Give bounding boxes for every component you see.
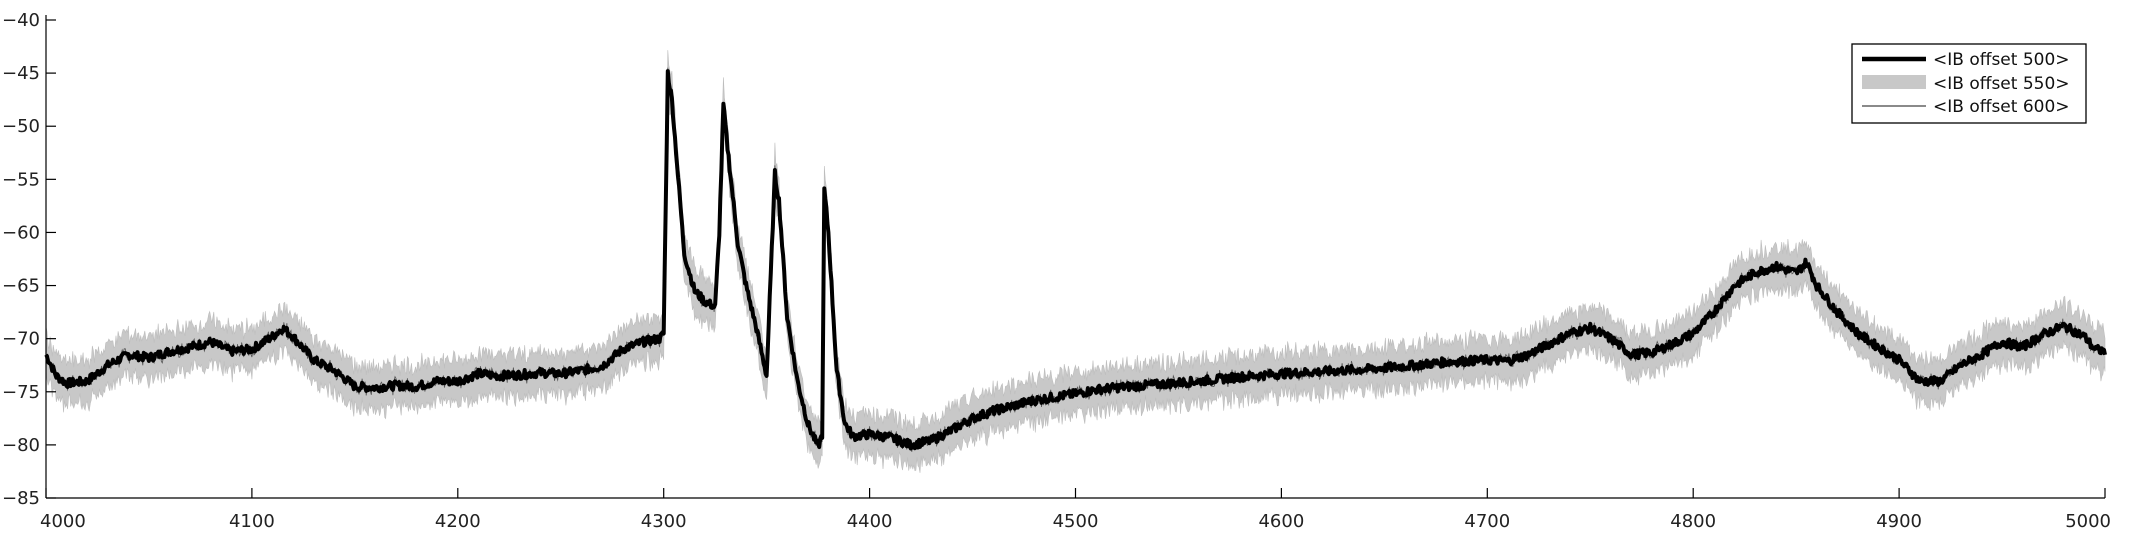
series-thick-layer <box>44 69 2107 451</box>
y-tick-label: −70 <box>2 329 40 350</box>
legend: <IB offset 500> <IB offset 550> <IB offs… <box>1851 43 2087 124</box>
y-tick-label: −50 <box>2 116 40 137</box>
y-tick-label: −65 <box>2 276 40 297</box>
y-tick-label: −85 <box>2 488 40 509</box>
x-tick-label: 4500 <box>1053 511 1099 532</box>
series-band-layer <box>45 50 2106 473</box>
x-tick-label: 4100 <box>229 511 275 532</box>
x-tick-label: 4400 <box>847 511 893 532</box>
legend-label-ib550: <IB offset 550> <box>1933 74 2070 94</box>
x-tick-label: 4800 <box>1670 511 1716 532</box>
x-tick-label: 4600 <box>1258 511 1304 532</box>
y-tick-label: −45 <box>2 63 40 84</box>
series-ib-offset-550 <box>45 50 2106 473</box>
y-tick-label: −60 <box>2 222 40 243</box>
x-tick-label: 4700 <box>1464 511 1510 532</box>
x-tick-label: 5000 <box>2065 511 2111 532</box>
legend-label-ib500: <IB offset 500> <box>1933 50 2070 70</box>
y-tick-label: −75 <box>2 382 40 403</box>
x-tick-label: 4200 <box>435 511 481 532</box>
x-tick-label: 4900 <box>1876 511 1922 532</box>
x-tick-label: 4300 <box>641 511 687 532</box>
y-tick-label: −80 <box>2 435 40 456</box>
y-tick-label: −55 <box>2 169 40 190</box>
legend-swatch-ib550 <box>1862 75 1926 89</box>
x-tick-label: 4000 <box>40 511 86 532</box>
series-ib-offset-500 <box>44 69 2107 451</box>
axes: −85 −80 −75 −70 −65 −60 −55 −50 −45 −40 4000 4100 42… <box>2 10 2111 532</box>
legend-label-ib600: <IB offset 600> <box>1933 97 2070 117</box>
y-tick-label: −40 <box>2 10 40 31</box>
